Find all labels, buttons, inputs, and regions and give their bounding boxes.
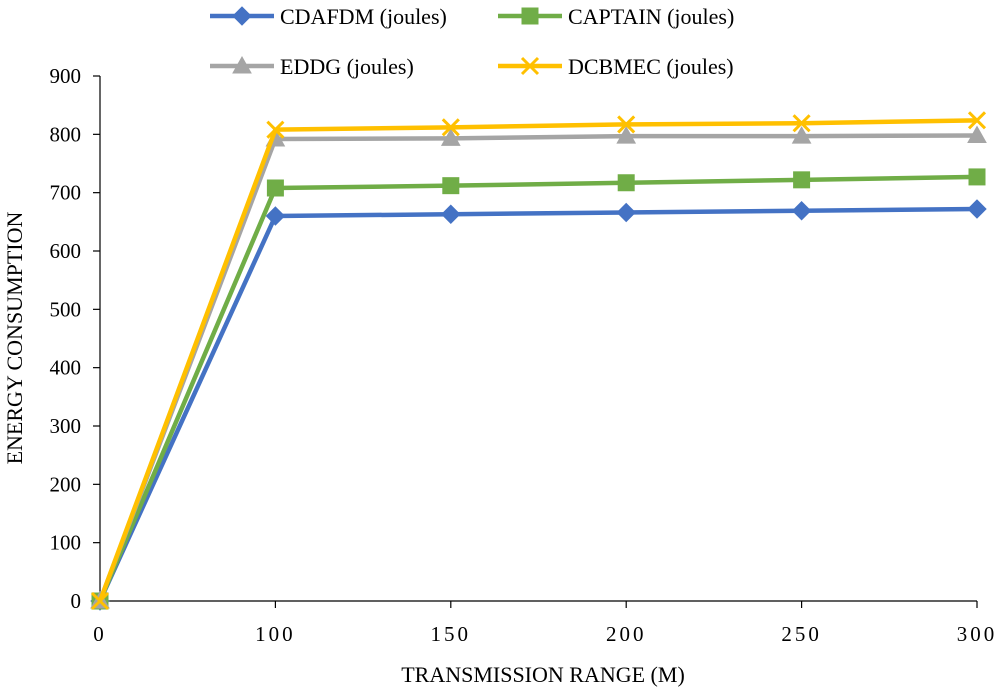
y-tick-label: 800 [50,122,82,146]
series-diamond [90,199,987,611]
data-point [617,115,636,134]
legend-item: CDAFDM (joules) [210,4,447,29]
legend-label: CDAFDM (joules) [280,4,447,29]
data-point [266,179,284,197]
data-point [265,206,286,226]
series-square [91,168,986,610]
data-point [441,204,461,224]
series-line [97,133,978,602]
x-tick-label: 150 [431,622,472,646]
y-tick-label: 200 [50,472,82,496]
y-tick-label: 600 [50,239,82,263]
legend-marker [520,56,540,76]
y-axis-title: ENERGY CONSUMPTION [2,211,27,464]
series-layer [90,111,987,611]
y-tick-label: 500 [50,297,82,321]
legend-label: DCBMEC (joules) [568,54,734,79]
legend-marker [232,55,252,74]
y-axis: 0 100 200 300 400 500 600 700 800 900 [50,64,101,613]
series-line [97,206,978,602]
data-point [791,126,812,144]
x-axis: 0 100 150 200 250 300 [93,600,998,646]
data-point [617,174,635,192]
legend-marker [521,7,539,25]
data-point [967,111,987,130]
legend-label: EDDG (joules) [280,54,414,79]
y-tick-label: 400 [50,356,82,380]
x-tick-label: 100 [255,622,296,646]
y-tick-label: 300 [50,414,82,438]
y-tick-label: 100 [50,531,82,555]
legend-marker [232,6,252,26]
data-point [441,118,460,137]
data-point [967,199,987,219]
legend: CDAFDM (joules) CAPTAIN (joules) EDDG (jou… [210,4,734,79]
data-point [968,168,986,186]
data-point [967,125,987,143]
data-point [792,114,811,133]
y-tick-label: 700 [50,181,82,205]
series-line [97,174,978,602]
data-point [616,202,636,223]
x-tick-label: 200 [606,622,647,646]
x-tick-label: 0 [93,622,107,646]
x-tick-label: 300 [957,622,998,646]
data-point [266,120,285,139]
x-axis-title: TRANSMISSION RANGE (M) [401,662,685,687]
data-point [442,177,460,195]
legend-item: DCBMEC (joules) [498,54,734,79]
series-x [90,111,987,611]
data-point [440,128,461,146]
data-point [90,591,110,611]
data-point [791,201,812,221]
series-line [97,118,978,602]
y-tick-label: 900 [50,64,82,88]
legend-label: CAPTAIN (joules) [568,4,734,29]
x-tick-label: 250 [781,622,822,646]
data-point [793,171,811,189]
data-point [616,126,637,144]
y-tick-label: 0 [71,589,82,613]
series-triangle [90,125,987,609]
legend-item: CAPTAIN (joules) [498,4,734,29]
legend-item: EDDG (joules) [210,54,414,79]
